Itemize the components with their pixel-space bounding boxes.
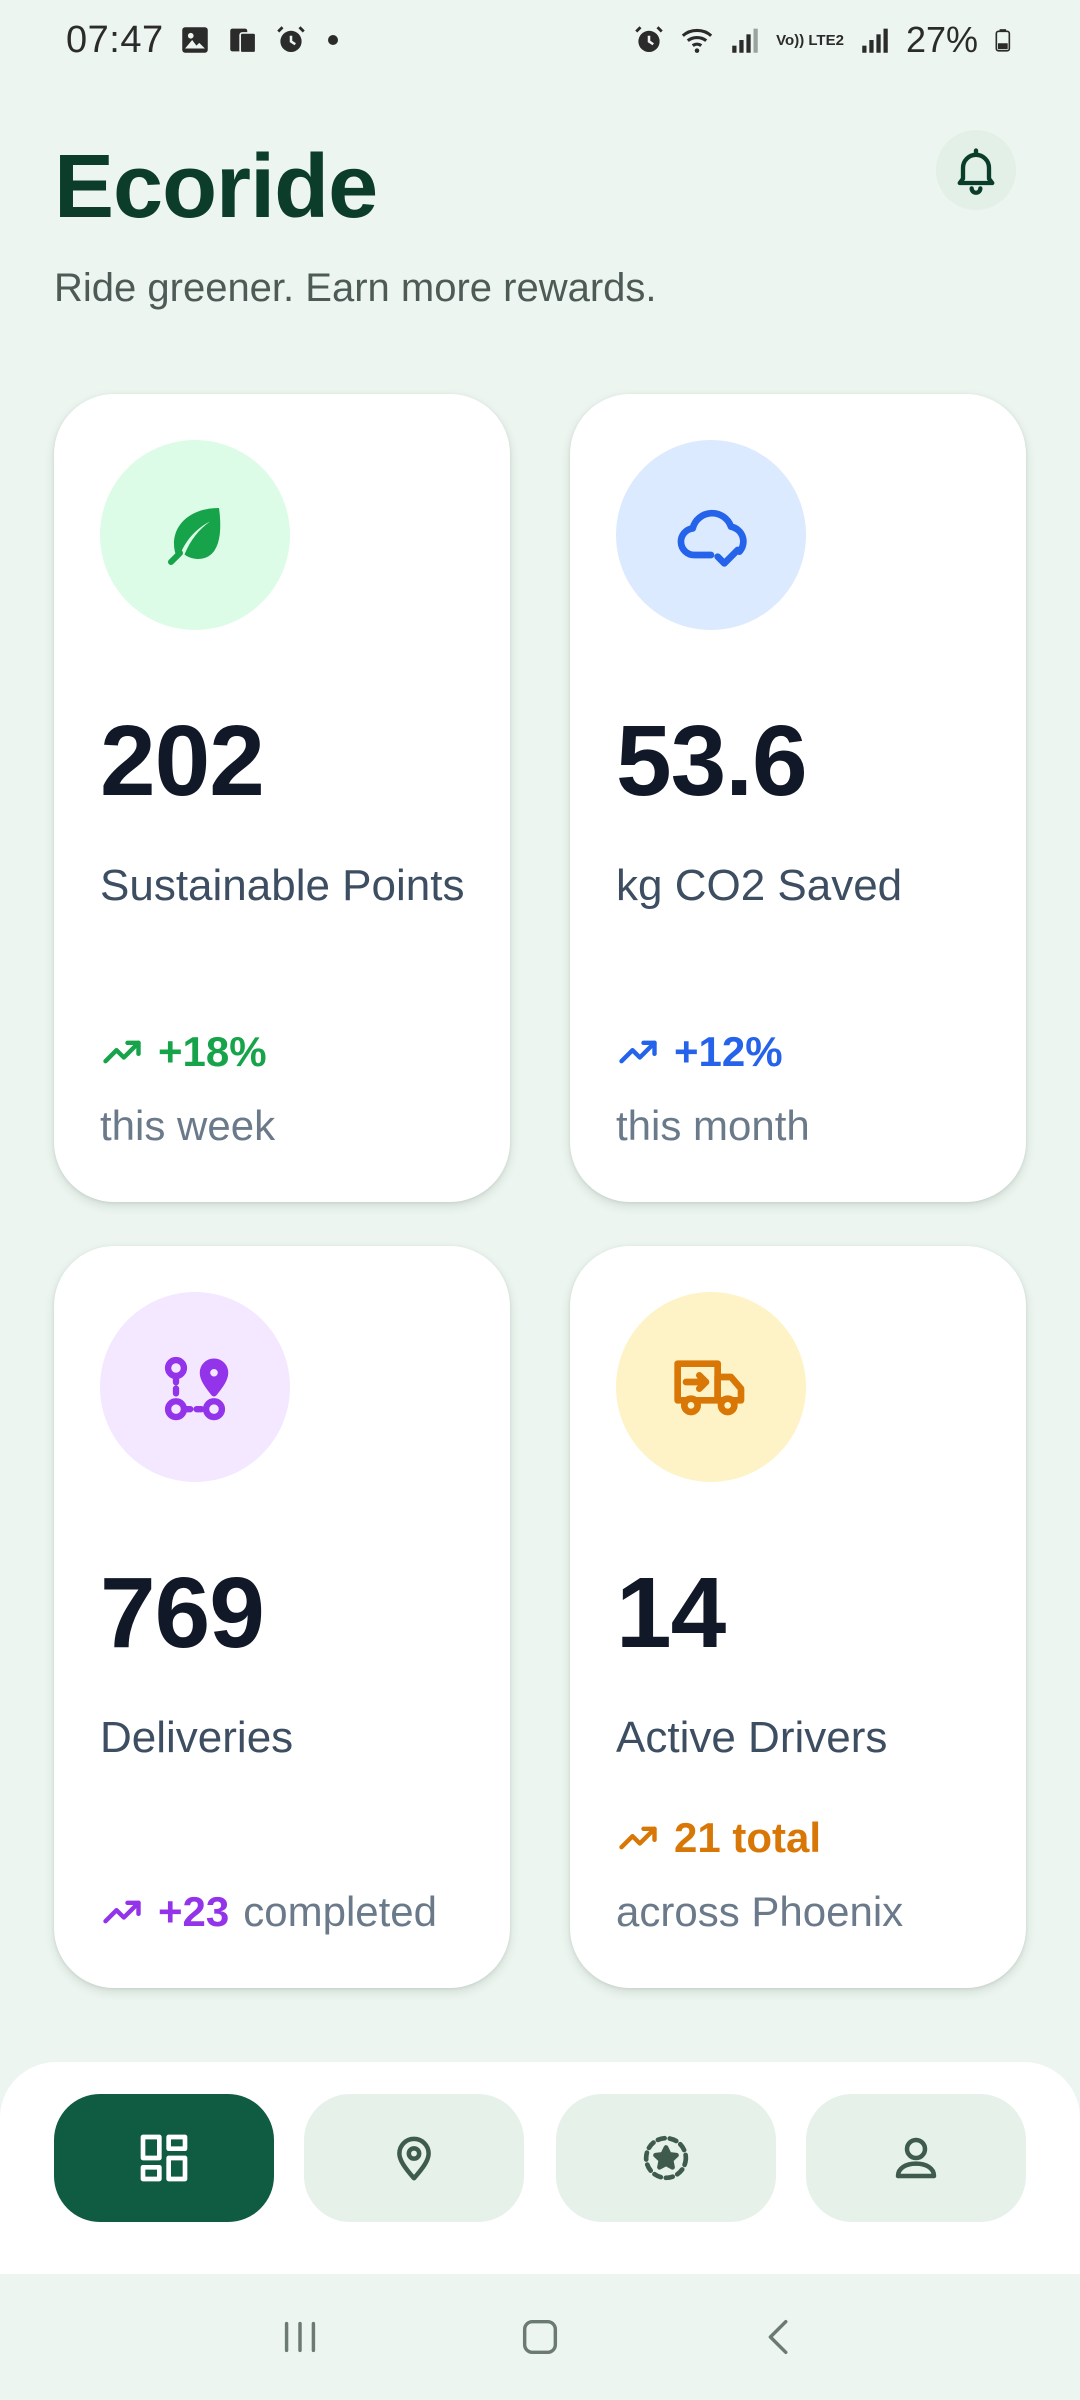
trending-up-icon bbox=[619, 1826, 657, 1850]
notification-dot bbox=[327, 35, 338, 45]
stat-card-active-drivers[interactable]: 14 Active Drivers 21 total across Phoeni… bbox=[570, 1246, 1026, 1988]
home-icon bbox=[522, 2319, 558, 2355]
trend-row: +23 completed bbox=[100, 1888, 437, 1936]
stat-card-sustainable-points[interactable]: 202 Sustainable Points +18% this week bbox=[54, 394, 510, 1202]
stat-value: 14 bbox=[616, 1557, 726, 1669]
system-navigation-bar bbox=[0, 2274, 1080, 2400]
trend-row: 21 total bbox=[616, 1814, 821, 1862]
trend-value: +12% bbox=[674, 1028, 783, 1075]
battery-percent: 27% bbox=[905, 19, 978, 60]
route-icon-badge bbox=[100, 1292, 290, 1482]
stat-value: 769 bbox=[100, 1557, 265, 1669]
dashboard-icon bbox=[140, 2134, 188, 2182]
trend-value: +23 bbox=[158, 1888, 230, 1935]
status-bar: 07:47 bbox=[0, 0, 1080, 80]
map-pin-icon bbox=[397, 2136, 431, 2181]
route-icon bbox=[164, 1356, 229, 1421]
network-type-label: Vo)) LTE2 bbox=[776, 31, 844, 49]
nav-dashboard-button[interactable] bbox=[54, 2094, 274, 2222]
truck-icon-badge bbox=[616, 1292, 806, 1482]
status-right: Vo)) LTE2 27% bbox=[632, 19, 1018, 61]
app-title: Ecoride bbox=[54, 137, 378, 237]
stat-value: 53.6 bbox=[616, 705, 808, 817]
nav-rewards-button[interactable] bbox=[556, 2094, 776, 2222]
bell-icon bbox=[957, 148, 995, 195]
back-icon bbox=[768, 2319, 788, 2355]
rewards-badge-icon bbox=[643, 2135, 689, 2181]
trending-up-icon bbox=[619, 1040, 657, 1064]
phone-sync-icon bbox=[229, 28, 257, 54]
nav-profile-button[interactable] bbox=[806, 2094, 1026, 2222]
trending-up-icon bbox=[103, 1900, 141, 1924]
leaf-icon bbox=[168, 508, 221, 565]
nav-map-button[interactable] bbox=[304, 2094, 524, 2222]
status-left: 07:47 bbox=[66, 19, 338, 62]
stat-card-co2-saved[interactable]: 53.6 kg CO2 Saved +12% this month bbox=[570, 394, 1026, 1202]
alarm-icon bbox=[635, 26, 663, 53]
wifi-icon bbox=[681, 28, 713, 53]
notifications-button[interactable] bbox=[936, 130, 1016, 210]
signal-roaming-icon bbox=[862, 28, 888, 53]
stat-card-deliveries[interactable]: 769 Deliveries +23 completed bbox=[54, 1246, 510, 1988]
trend-value: 21 total bbox=[674, 1814, 822, 1861]
cloud-check-icon bbox=[677, 509, 747, 567]
trend-row: +12% bbox=[616, 1028, 783, 1076]
trend-value: +18% bbox=[158, 1028, 267, 1075]
leaf-icon-badge bbox=[100, 440, 290, 630]
recent-apps-icon bbox=[284, 2321, 316, 2353]
trend-note: this week bbox=[100, 1102, 276, 1149]
signal-icon bbox=[732, 28, 758, 53]
trend-note: completed bbox=[243, 1888, 438, 1935]
delivery-truck-icon bbox=[674, 1360, 745, 1416]
status-time: 07:47 bbox=[66, 18, 164, 61]
trend-row: +18% bbox=[100, 1028, 267, 1076]
gallery-icon bbox=[181, 27, 208, 53]
stat-label: Active Drivers bbox=[616, 1713, 888, 1762]
trend-note: across Phoenix bbox=[616, 1888, 904, 1935]
recent-apps-button[interactable] bbox=[260, 2297, 340, 2377]
cloud-icon-badge bbox=[616, 440, 806, 630]
trending-up-icon bbox=[103, 1040, 141, 1064]
app-subtitle: Ride greener. Earn more rewards. bbox=[54, 266, 657, 310]
battery-icon bbox=[995, 29, 1011, 52]
stat-label: Sustainable Points bbox=[100, 861, 465, 910]
profile-icon bbox=[895, 2137, 937, 2179]
stat-value: 202 bbox=[100, 705, 265, 817]
stat-label: kg CO2 Saved bbox=[616, 861, 903, 910]
back-button[interactable] bbox=[740, 2297, 820, 2377]
home-button[interactable] bbox=[500, 2297, 580, 2377]
bottom-navigation bbox=[0, 2062, 1080, 2274]
stat-label: Deliveries bbox=[100, 1713, 294, 1762]
trend-note: this month bbox=[616, 1102, 810, 1149]
alarm-clock-icon bbox=[276, 26, 305, 53]
